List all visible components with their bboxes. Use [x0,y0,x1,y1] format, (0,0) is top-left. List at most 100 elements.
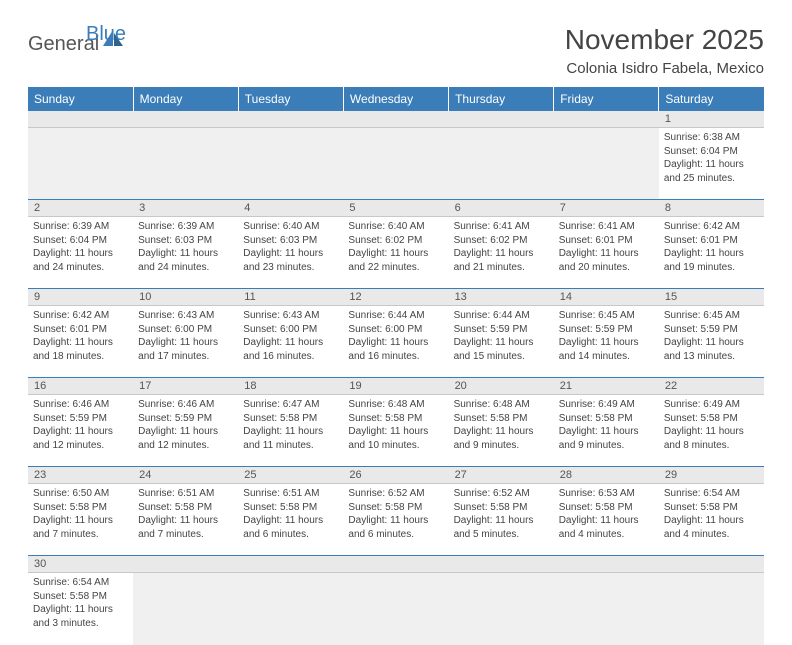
day-number-cell: 15 [659,289,764,306]
daynum-row: 2345678 [28,200,764,217]
day-cell [238,128,343,200]
sunrise-text: Sunrise: 6:49 AM [664,398,759,412]
day-number-cell: 27 [449,467,554,484]
daynum-row: 30 [28,556,764,573]
day-cell: Sunrise: 6:51 AMSunset: 5:58 PMDaylight:… [238,484,343,556]
day-cell: Sunrise: 6:52 AMSunset: 5:58 PMDaylight:… [343,484,448,556]
daylight-text: Daylight: 11 hours and 19 minutes. [664,247,759,274]
day-cell: Sunrise: 6:46 AMSunset: 5:59 PMDaylight:… [133,395,238,467]
sunrise-text: Sunrise: 6:44 AM [348,309,443,323]
week-row: Sunrise: 6:38 AMSunset: 6:04 PMDaylight:… [28,128,764,200]
day-number-cell [554,556,659,573]
sunset-text: Sunset: 6:02 PM [454,234,549,248]
day-number-cell [133,556,238,573]
daylight-text: Daylight: 11 hours and 13 minutes. [664,336,759,363]
sunset-text: Sunset: 5:58 PM [348,412,443,426]
sunrise-text: Sunrise: 6:38 AM [664,131,759,145]
sunrise-text: Sunrise: 6:41 AM [559,220,654,234]
month-title: November 2025 [565,24,764,56]
sunrise-text: Sunrise: 6:54 AM [33,576,128,590]
sunrise-text: Sunrise: 6:45 AM [664,309,759,323]
day-number-cell: 9 [28,289,133,306]
daylight-text: Daylight: 11 hours and 16 minutes. [348,336,443,363]
day-number-cell: 22 [659,378,764,395]
sunset-text: Sunset: 6:00 PM [243,323,338,337]
sunset-text: Sunset: 6:01 PM [33,323,128,337]
day-cell [659,573,764,645]
sunrise-text: Sunrise: 6:49 AM [559,398,654,412]
day-cell: Sunrise: 6:47 AMSunset: 5:58 PMDaylight:… [238,395,343,467]
day-number-cell: 12 [343,289,448,306]
day-cell [28,128,133,200]
daylight-text: Daylight: 11 hours and 7 minutes. [33,514,128,541]
day-cell: Sunrise: 6:45 AMSunset: 5:59 PMDaylight:… [659,306,764,378]
daynum-row: 23242526272829 [28,467,764,484]
sunset-text: Sunset: 5:58 PM [33,501,128,515]
sunrise-text: Sunrise: 6:53 AM [559,487,654,501]
dow-thu: Thursday [449,87,554,111]
day-number-cell: 16 [28,378,133,395]
sunrise-text: Sunrise: 6:51 AM [243,487,338,501]
sunset-text: Sunset: 5:58 PM [243,501,338,515]
daylight-text: Daylight: 11 hours and 18 minutes. [33,336,128,363]
sunrise-text: Sunrise: 6:40 AM [243,220,338,234]
sunrise-text: Sunrise: 6:45 AM [559,309,654,323]
day-cell: Sunrise: 6:38 AMSunset: 6:04 PMDaylight:… [659,128,764,200]
title-block: November 2025 Colonia Isidro Fabela, Mex… [565,24,764,77]
sunset-text: Sunset: 6:02 PM [348,234,443,248]
daylight-text: Daylight: 11 hours and 9 minutes. [454,425,549,452]
sunset-text: Sunset: 5:58 PM [559,501,654,515]
day-number-cell: 14 [554,289,659,306]
dow-wed: Wednesday [343,87,448,111]
day-number-cell: 23 [28,467,133,484]
sunrise-text: Sunrise: 6:52 AM [454,487,549,501]
daylight-text: Daylight: 11 hours and 12 minutes. [138,425,233,452]
day-number-cell: 20 [449,378,554,395]
day-cell [343,573,448,645]
sunset-text: Sunset: 6:01 PM [559,234,654,248]
day-number-cell: 19 [343,378,448,395]
dow-header-row: Sunday Monday Tuesday Wednesday Thursday… [28,87,764,111]
sunrise-text: Sunrise: 6:40 AM [348,220,443,234]
day-number-cell: 29 [659,467,764,484]
day-number-cell: 21 [554,378,659,395]
day-number-cell [343,556,448,573]
day-cell [449,573,554,645]
day-cell: Sunrise: 6:43 AMSunset: 6:00 PMDaylight:… [133,306,238,378]
day-cell: Sunrise: 6:41 AMSunset: 6:01 PMDaylight:… [554,217,659,289]
day-cell: Sunrise: 6:45 AMSunset: 5:59 PMDaylight:… [554,306,659,378]
day-number-cell: 26 [343,467,448,484]
dow-sat: Saturday [659,87,764,111]
daylight-text: Daylight: 11 hours and 21 minutes. [454,247,549,274]
daylight-text: Daylight: 11 hours and 12 minutes. [33,425,128,452]
daylight-text: Daylight: 11 hours and 6 minutes. [243,514,338,541]
daynum-row: 1 [28,111,764,128]
sunrise-text: Sunrise: 6:52 AM [348,487,443,501]
day-number-cell: 3 [133,200,238,217]
sunset-text: Sunset: 6:01 PM [664,234,759,248]
daylight-text: Daylight: 11 hours and 4 minutes. [559,514,654,541]
day-number-cell: 24 [133,467,238,484]
dow-sun: Sunday [28,87,133,111]
day-cell: Sunrise: 6:54 AMSunset: 5:58 PMDaylight:… [659,484,764,556]
sunset-text: Sunset: 5:59 PM [138,412,233,426]
day-number-cell: 17 [133,378,238,395]
day-number-cell [133,111,238,128]
sunset-text: Sunset: 6:04 PM [664,145,759,159]
daylight-text: Daylight: 11 hours and 9 minutes. [559,425,654,452]
day-cell [133,128,238,200]
day-cell: Sunrise: 6:50 AMSunset: 5:58 PMDaylight:… [28,484,133,556]
daylight-text: Daylight: 11 hours and 22 minutes. [348,247,443,274]
sunset-text: Sunset: 5:58 PM [454,501,549,515]
daylight-text: Daylight: 11 hours and 15 minutes. [454,336,549,363]
day-cell [343,128,448,200]
page-header: General November 2025 Colonia Isidro Fab… [28,24,764,77]
day-cell: Sunrise: 6:42 AMSunset: 6:01 PMDaylight:… [28,306,133,378]
sunrise-text: Sunrise: 6:44 AM [454,309,549,323]
day-number-cell: 4 [238,200,343,217]
daylight-text: Daylight: 11 hours and 8 minutes. [664,425,759,452]
sunrise-text: Sunrise: 6:42 AM [33,309,128,323]
sunrise-text: Sunrise: 6:42 AM [664,220,759,234]
sunset-text: Sunset: 5:59 PM [559,323,654,337]
day-cell [238,573,343,645]
